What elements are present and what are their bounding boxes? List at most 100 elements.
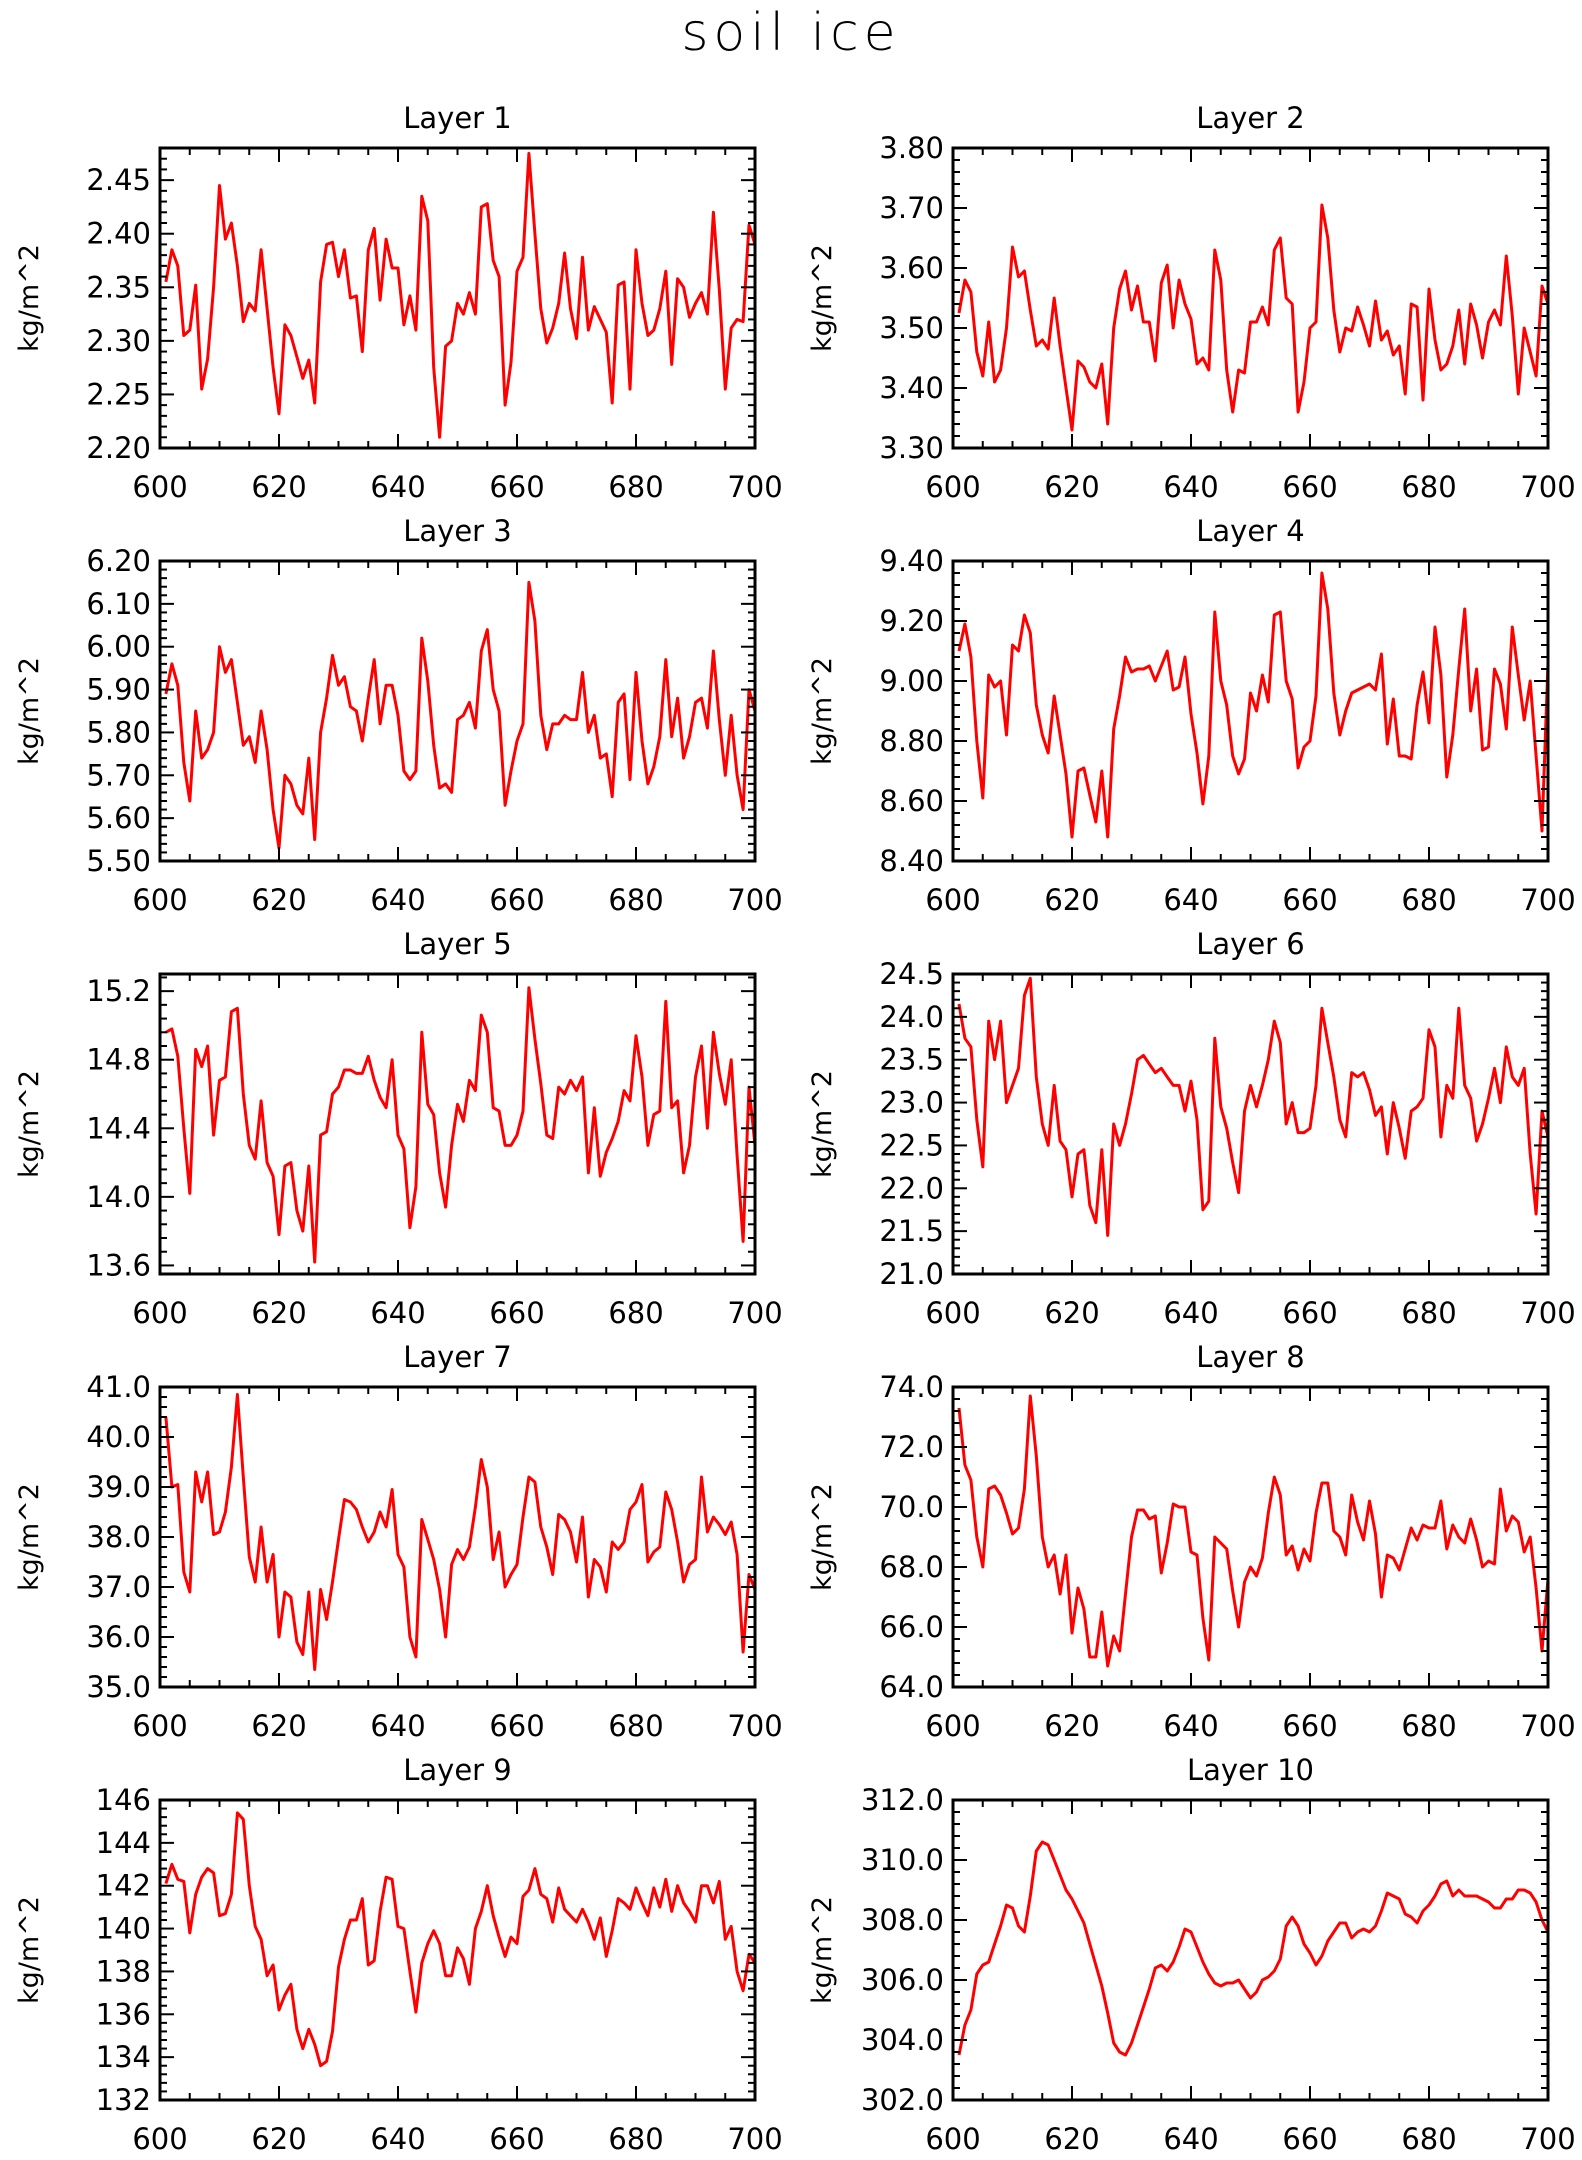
y-axis-label: kg/m^2: [14, 1896, 45, 2004]
x-tick-label: 640: [370, 470, 425, 504]
y-tick-label: 2.25: [86, 377, 151, 411]
y-tick-label: 68.0: [879, 1550, 944, 1584]
panel-layer-3: Layer 3 kg/m^2 600 620 640 660 680 700 5.50 5.60 5…: [14, 514, 783, 917]
y-tick-label: 24.0: [879, 1000, 944, 1034]
x-tick-label: 660: [1282, 1709, 1337, 1743]
y-tick-label: 308.0: [861, 1903, 944, 1937]
x-tick-label: 680: [608, 2122, 663, 2156]
y-tick-label: 6.20: [86, 544, 151, 578]
series-line: [957, 976, 1550, 1237]
x-tick-label: 600: [925, 883, 980, 917]
x-tick-label: 700: [727, 2122, 782, 2156]
panels-container: Layer 1 kg/m^2 600 620 640 660 680 700 2.20 2.25 2…: [14, 101, 1576, 2156]
x-tick-label: 660: [489, 1709, 544, 1743]
x-tick-label: 700: [727, 883, 782, 917]
y-tick-label: 15.2: [86, 974, 151, 1008]
x-tick-label: 600: [132, 1709, 187, 1743]
y-tick-label: 5.90: [86, 673, 151, 707]
x-tick-label: 660: [489, 1296, 544, 1330]
x-tick-label: 660: [489, 470, 544, 504]
x-tick-label: 700: [727, 470, 782, 504]
x-tick-label: 660: [1282, 470, 1337, 504]
y-tick-label: 9.40: [879, 544, 944, 578]
y-tick-label: 5.70: [86, 758, 151, 792]
x-tick-label: 660: [1282, 883, 1337, 917]
y-tick-label: 2.45: [86, 163, 151, 197]
x-tick-label: 660: [489, 2122, 544, 2156]
y-tick-label: 24.5: [879, 957, 944, 991]
y-axis-label: kg/m^2: [807, 1896, 838, 2004]
x-tick-label: 620: [251, 1709, 306, 1743]
panel-title: Layer 9: [403, 1753, 512, 1787]
y-tick-label: 6.10: [86, 587, 151, 621]
x-tick-label: 620: [1044, 1296, 1099, 1330]
x-tick-label: 640: [370, 1296, 425, 1330]
x-tick-label: 600: [132, 1296, 187, 1330]
y-axis-label: kg/m^2: [807, 1483, 838, 1591]
y-axis-label: kg/m^2: [807, 657, 838, 765]
y-tick-label: 2.20: [86, 431, 151, 465]
y-axis-label: kg/m^2: [14, 1483, 45, 1591]
x-tick-label: 700: [1520, 470, 1575, 504]
x-tick-label: 640: [1163, 1296, 1218, 1330]
y-tick-label: 312.0: [861, 1783, 944, 1817]
y-tick-label: 2.35: [86, 270, 151, 304]
x-tick-label: 620: [251, 1296, 306, 1330]
y-tick-label: 21.5: [879, 1214, 944, 1248]
y-tick-label: 8.80: [879, 724, 944, 758]
panel-layer-10: Layer 10 kg/m^2 600 620 640 660 680 700 302.0 304…: [807, 1753, 1576, 2156]
y-tick-label: 72.0: [879, 1430, 944, 1464]
y-axis-label: kg/m^2: [807, 1070, 838, 1178]
panel-layer-5: Layer 5 kg/m^2 600 620 640 660 680 700 13.6 14.0 1…: [14, 927, 783, 1330]
y-tick-label: 302.0: [861, 2083, 944, 2117]
y-tick-label: 37.0: [86, 1570, 151, 1604]
panel-title: Layer 5: [403, 927, 512, 961]
x-tick-label: 700: [1520, 1709, 1575, 1743]
x-tick-label: 680: [1401, 883, 1456, 917]
y-tick-label: 132: [96, 2083, 151, 2117]
panel-layer-2: Layer 2 kg/m^2 600 620 640 660 680 700 3.30 3.40 3…: [807, 101, 1576, 504]
y-tick-label: 64.0: [879, 1670, 944, 1704]
series-line: [957, 1394, 1550, 1668]
y-tick-label: 40.0: [86, 1420, 151, 1454]
y-tick-label: 3.60: [879, 251, 944, 285]
panel-layer-8: Layer 8 kg/m^2 600 620 640 660 680 700 64.0 66.0 6…: [807, 1340, 1576, 1743]
y-tick-label: 36.0: [86, 1620, 151, 1654]
y-tick-label: 21.0: [879, 1257, 944, 1291]
x-tick-label: 680: [1401, 1296, 1456, 1330]
y-axis-label: kg/m^2: [14, 244, 45, 352]
y-tick-label: 8.60: [879, 784, 944, 818]
panel-layer-7: Layer 7 kg/m^2 600 620 640 660 680 700 35.0 36.0 3…: [14, 1340, 783, 1743]
y-tick-label: 136: [96, 1997, 151, 2031]
x-tick-label: 660: [1282, 1296, 1337, 1330]
y-tick-label: 8.40: [879, 844, 944, 878]
y-tick-label: 310.0: [861, 1843, 944, 1877]
y-tick-label: 14.8: [86, 1043, 151, 1077]
panel-layer-6: Layer 6 kg/m^2 600 620 640 660 680 700 21.0 21.5 2…: [807, 927, 1576, 1330]
x-tick-label: 660: [1282, 2122, 1337, 2156]
x-tick-label: 600: [132, 2122, 187, 2156]
panel-title: Layer 1: [403, 101, 512, 135]
y-tick-label: 14.4: [86, 1111, 151, 1145]
y-tick-label: 23.5: [879, 1043, 944, 1077]
panel-layer-1: Layer 1 kg/m^2 600 620 640 660 680 700 2.20 2.25 2…: [14, 101, 783, 504]
y-tick-label: 5.80: [86, 715, 151, 749]
y-tick-label: 140: [96, 1912, 151, 1946]
panel-layer-4: Layer 4 kg/m^2 600 620 640 660 680 700 8.40 8.60 8…: [807, 514, 1576, 917]
x-tick-label: 660: [489, 883, 544, 917]
y-axis-label: kg/m^2: [14, 657, 45, 765]
x-tick-label: 700: [1520, 883, 1575, 917]
x-tick-label: 640: [1163, 883, 1218, 917]
y-tick-label: 3.70: [879, 191, 944, 225]
y-tick-label: 41.0: [86, 1370, 151, 1404]
x-tick-label: 640: [370, 1709, 425, 1743]
y-tick-label: 142: [96, 1869, 151, 1903]
series-line: [164, 151, 757, 439]
x-tick-label: 680: [1401, 470, 1456, 504]
y-tick-label: 3.40: [879, 371, 944, 405]
y-tick-label: 35.0: [86, 1670, 151, 1704]
y-tick-label: 22.5: [879, 1128, 944, 1162]
x-tick-label: 700: [1520, 1296, 1575, 1330]
panel-title: Layer 8: [1196, 1340, 1305, 1374]
x-tick-label: 700: [1520, 2122, 1575, 2156]
